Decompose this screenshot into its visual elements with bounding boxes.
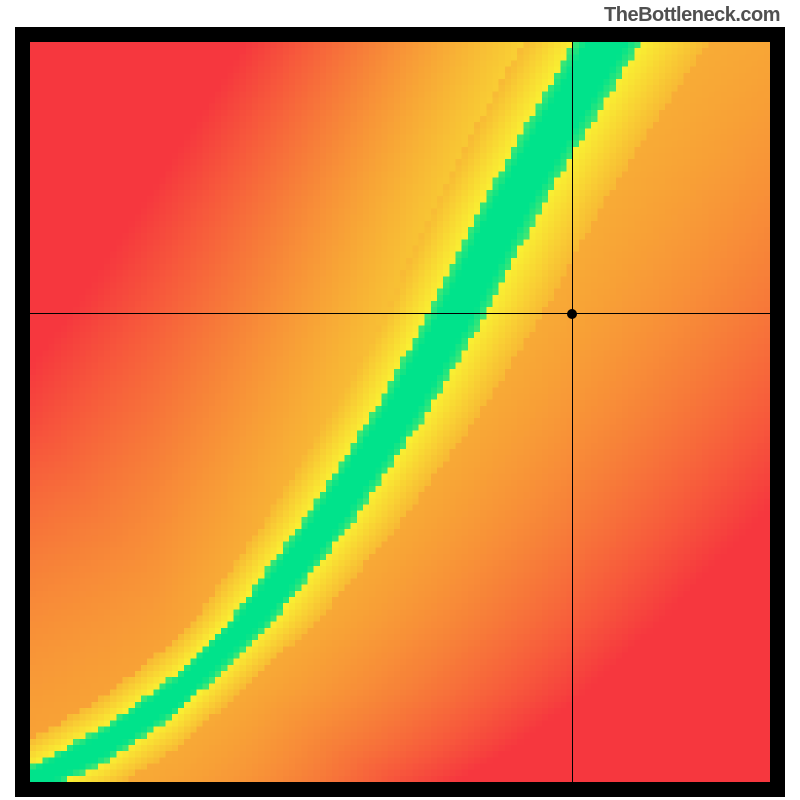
crosshair-vertical [572, 42, 573, 782]
plot-border-bottom [15, 782, 785, 797]
watermark-text: TheBottleneck.com [604, 4, 780, 27]
chart-container: TheBottleneck.com [0, 0, 800, 800]
plot-border-top [15, 27, 785, 42]
heatmap-canvas [30, 42, 770, 782]
plot-border-left [15, 27, 30, 797]
marker-point [567, 309, 577, 319]
crosshair-horizontal [30, 313, 770, 314]
plot-border-right [770, 27, 785, 797]
